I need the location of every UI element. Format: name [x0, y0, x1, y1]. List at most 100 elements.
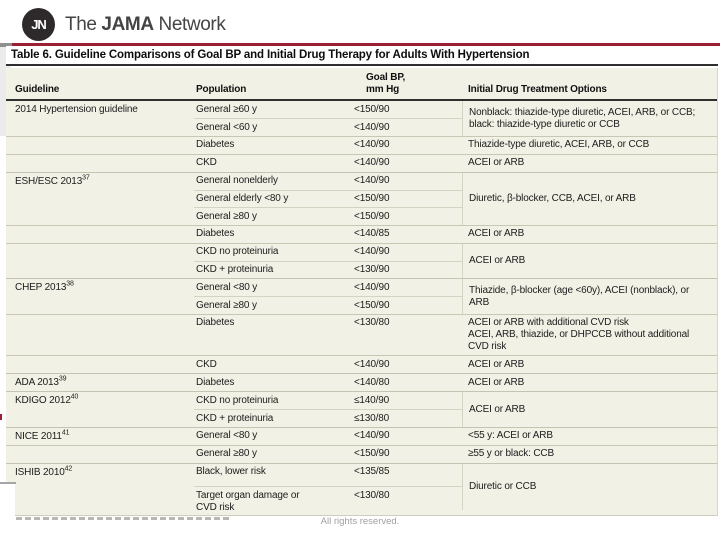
table-row: CKD no proteinuria <140/90 [194, 244, 462, 261]
population-cell: General <80 y [194, 279, 350, 296]
guideline-label: CHEP 201338 [15, 280, 74, 293]
guideline-cell: 2014 Hypertension guideline [6, 101, 194, 136]
table-row: General nonelderly <140/90 [194, 173, 462, 190]
table-section: 2014 Hypertension guideline General ≥60 y… [6, 101, 717, 172]
guideline-cell [6, 356, 194, 373]
goal-bp-cell: ≤130/80 [354, 412, 390, 424]
population-label: General <60 y [196, 121, 258, 133]
population-cell: Diabetes [194, 137, 350, 154]
guideline-label: ADA 201339 [15, 375, 67, 388]
drug-options-cell: Thiazide-type diuretic, ACEI, ARB, or CC… [468, 139, 650, 151]
table-section: ESH/ESC 201337 General nonelderly <140/90 G… [6, 171, 717, 279]
population-goal-rows: CKD <140/90 [194, 155, 462, 172]
reference-superscript: 41 [61, 429, 70, 437]
population-cell: CKD + proteinuria [194, 262, 350, 279]
column-header-goal-bp: Goal BP, mm Hg [350, 72, 462, 96]
drug-options-cell: ACEI or ARB [462, 243, 717, 278]
population-goal-rows: General <80 y <140/90 [194, 428, 462, 445]
footer-rights-text: All rights reserved. [320, 516, 400, 527]
goal-bp-cell: <150/90 [354, 448, 390, 459]
drug-options-cell: ≥55 y or black: CCB [468, 448, 555, 460]
population-goal-rows: CKD no proteinuria <140/90 CKD + proteinur… [194, 244, 462, 279]
table-row: General <80 y <140/90 [194, 279, 462, 296]
table-row-group: NICE 201141 General <80 y <140/90 <55 y: AC… [6, 428, 717, 445]
population-cell: Black, lower risk [194, 464, 350, 487]
population-label: Diabetes [196, 139, 235, 150]
table-row-group: Diabetes <140/90 Thiazide-type diuretic, A… [6, 135, 717, 154]
guideline-cell: CHEP 201338 [6, 279, 194, 314]
population-cell: CKD no proteinuria [194, 392, 350, 409]
clipped-footer-text [16, 517, 230, 520]
goal-bp-cell: <150/90 [354, 103, 390, 115]
table-row: General ≥80 y <150/90 [194, 296, 462, 314]
table-row: General ≥80 y <150/90 [194, 207, 462, 225]
brand-jama: JAMA [101, 13, 154, 35]
population-cell: CKD no proteinuria [194, 244, 350, 261]
population-label: Diabetes [196, 228, 235, 239]
table-title: Table 6. Guideline Comparisons of Goal B… [6, 46, 718, 66]
window-edge-artifact [0, 414, 2, 420]
guideline-text-wrap: CHEP 201338 [15, 280, 74, 294]
guideline-cell [6, 155, 194, 172]
table-row: Diabetes <140/90 [194, 137, 462, 154]
drug-options-cell: ACEI or ARB [468, 376, 525, 388]
reference-superscript: 42 [64, 465, 73, 473]
table-row-group: CKD no proteinuria <140/90 CKD + proteinur… [6, 242, 717, 279]
table-row-group: ADA 201339 Diabetes <140/80 ACEI or ARB [6, 374, 717, 391]
guideline-text-wrap: ADA 201339 [15, 375, 67, 389]
table-section: ADA 201339 Diabetes <140/80 ACEI or ARB [6, 373, 717, 391]
population-cell: CKD + proteinuria [194, 410, 350, 427]
table-header-row: Guideline Population Goal BP, mm Hg Init… [6, 68, 717, 101]
drug-options-cell: Diuretic, β-blocker, CCB, ACEI, or ARB [462, 172, 717, 225]
population-label: CKD + proteinuria [196, 264, 274, 275]
population-goal-rows: General ≥80 y <150/90 [194, 446, 462, 463]
goal-bp-cell: <140/90 [354, 246, 390, 257]
goal-bp-cell: <150/90 [354, 210, 390, 222]
table-row: Target organ damage or CVD risk <130/80 [194, 486, 462, 513]
goal-bp-cell: <140/90 [354, 121, 390, 133]
population-cell: CKD [194, 155, 350, 172]
window-edge-artifact [0, 482, 16, 484]
population-goal-rows: Diabetes <140/85 [194, 226, 462, 243]
population-goal-rows: Diabetes <130/80 [194, 315, 462, 356]
table-row: CKD <140/90 [194, 155, 462, 172]
reference-superscript: 39 [58, 375, 67, 383]
population-label: Diabetes [196, 376, 235, 388]
table-body: 2014 Hypertension guideline General ≥60 y… [6, 101, 717, 513]
guideline-cell: ADA 201339 [6, 374, 194, 391]
goal-bp-cell: <130/80 [354, 317, 390, 328]
table-section: ISHIB 201042 Black, lower risk <135/85 Targ… [6, 462, 717, 513]
population-goal-rows: CKD <140/90 [194, 356, 462, 373]
guideline-label: ISHIB 201042 [15, 465, 73, 478]
population-label: CKD [196, 157, 217, 168]
reference-superscript: 38 [66, 280, 74, 288]
column-header-population: Population [196, 84, 247, 95]
window-edge-artifact [0, 47, 11, 136]
table-row-group: ISHIB 201042 Black, lower risk <135/85 Targ… [6, 463, 717, 513]
table-row-group: CKD <140/90 ACEI or ARB [6, 355, 717, 373]
population-label: Target organ damage or CVD risk [196, 489, 300, 513]
population-label: Diabetes [196, 317, 235, 328]
population-goal-rows: Diabetes <140/80 [194, 374, 462, 391]
table-row-group: 2014 Hypertension guideline General ≥60 y… [6, 101, 717, 136]
table-row: Diabetes <140/80 [194, 374, 462, 391]
table-row: CKD + proteinuria <130/90 [194, 260, 462, 279]
population-label: General ≥60 y [196, 103, 257, 115]
table-row-group: Diabetes <130/80 ACEI or ARB with addition… [6, 313, 717, 356]
red-divider-rule [12, 43, 720, 46]
population-goal-rows: Black, lower risk <135/85 Target organ dam… [194, 464, 462, 513]
goal-bp-cell: <140/90 [354, 358, 390, 370]
table-section: KDIGO 201240 CKD no proteinuria ≤140/90 CKD… [6, 391, 717, 427]
table-row: CKD + proteinuria ≤130/80 [194, 409, 462, 427]
brand-the: The [65, 13, 102, 35]
population-label: CKD [196, 358, 217, 370]
guideline-text-wrap: 2014 Hypertension guideline [15, 104, 138, 116]
logo-monogram: JN [31, 17, 47, 32]
population-cell: CKD [194, 356, 350, 373]
guideline-label: 2014 Hypertension guideline [15, 104, 138, 115]
population-goal-rows: Diabetes <140/90 [194, 137, 462, 154]
population-label: General <80 y [196, 281, 258, 293]
population-label: General ≥80 y [196, 299, 257, 311]
window-edge-artifact [0, 484, 15, 540]
population-goal-rows: CKD no proteinuria ≤140/90 CKD + proteinur… [194, 392, 462, 427]
